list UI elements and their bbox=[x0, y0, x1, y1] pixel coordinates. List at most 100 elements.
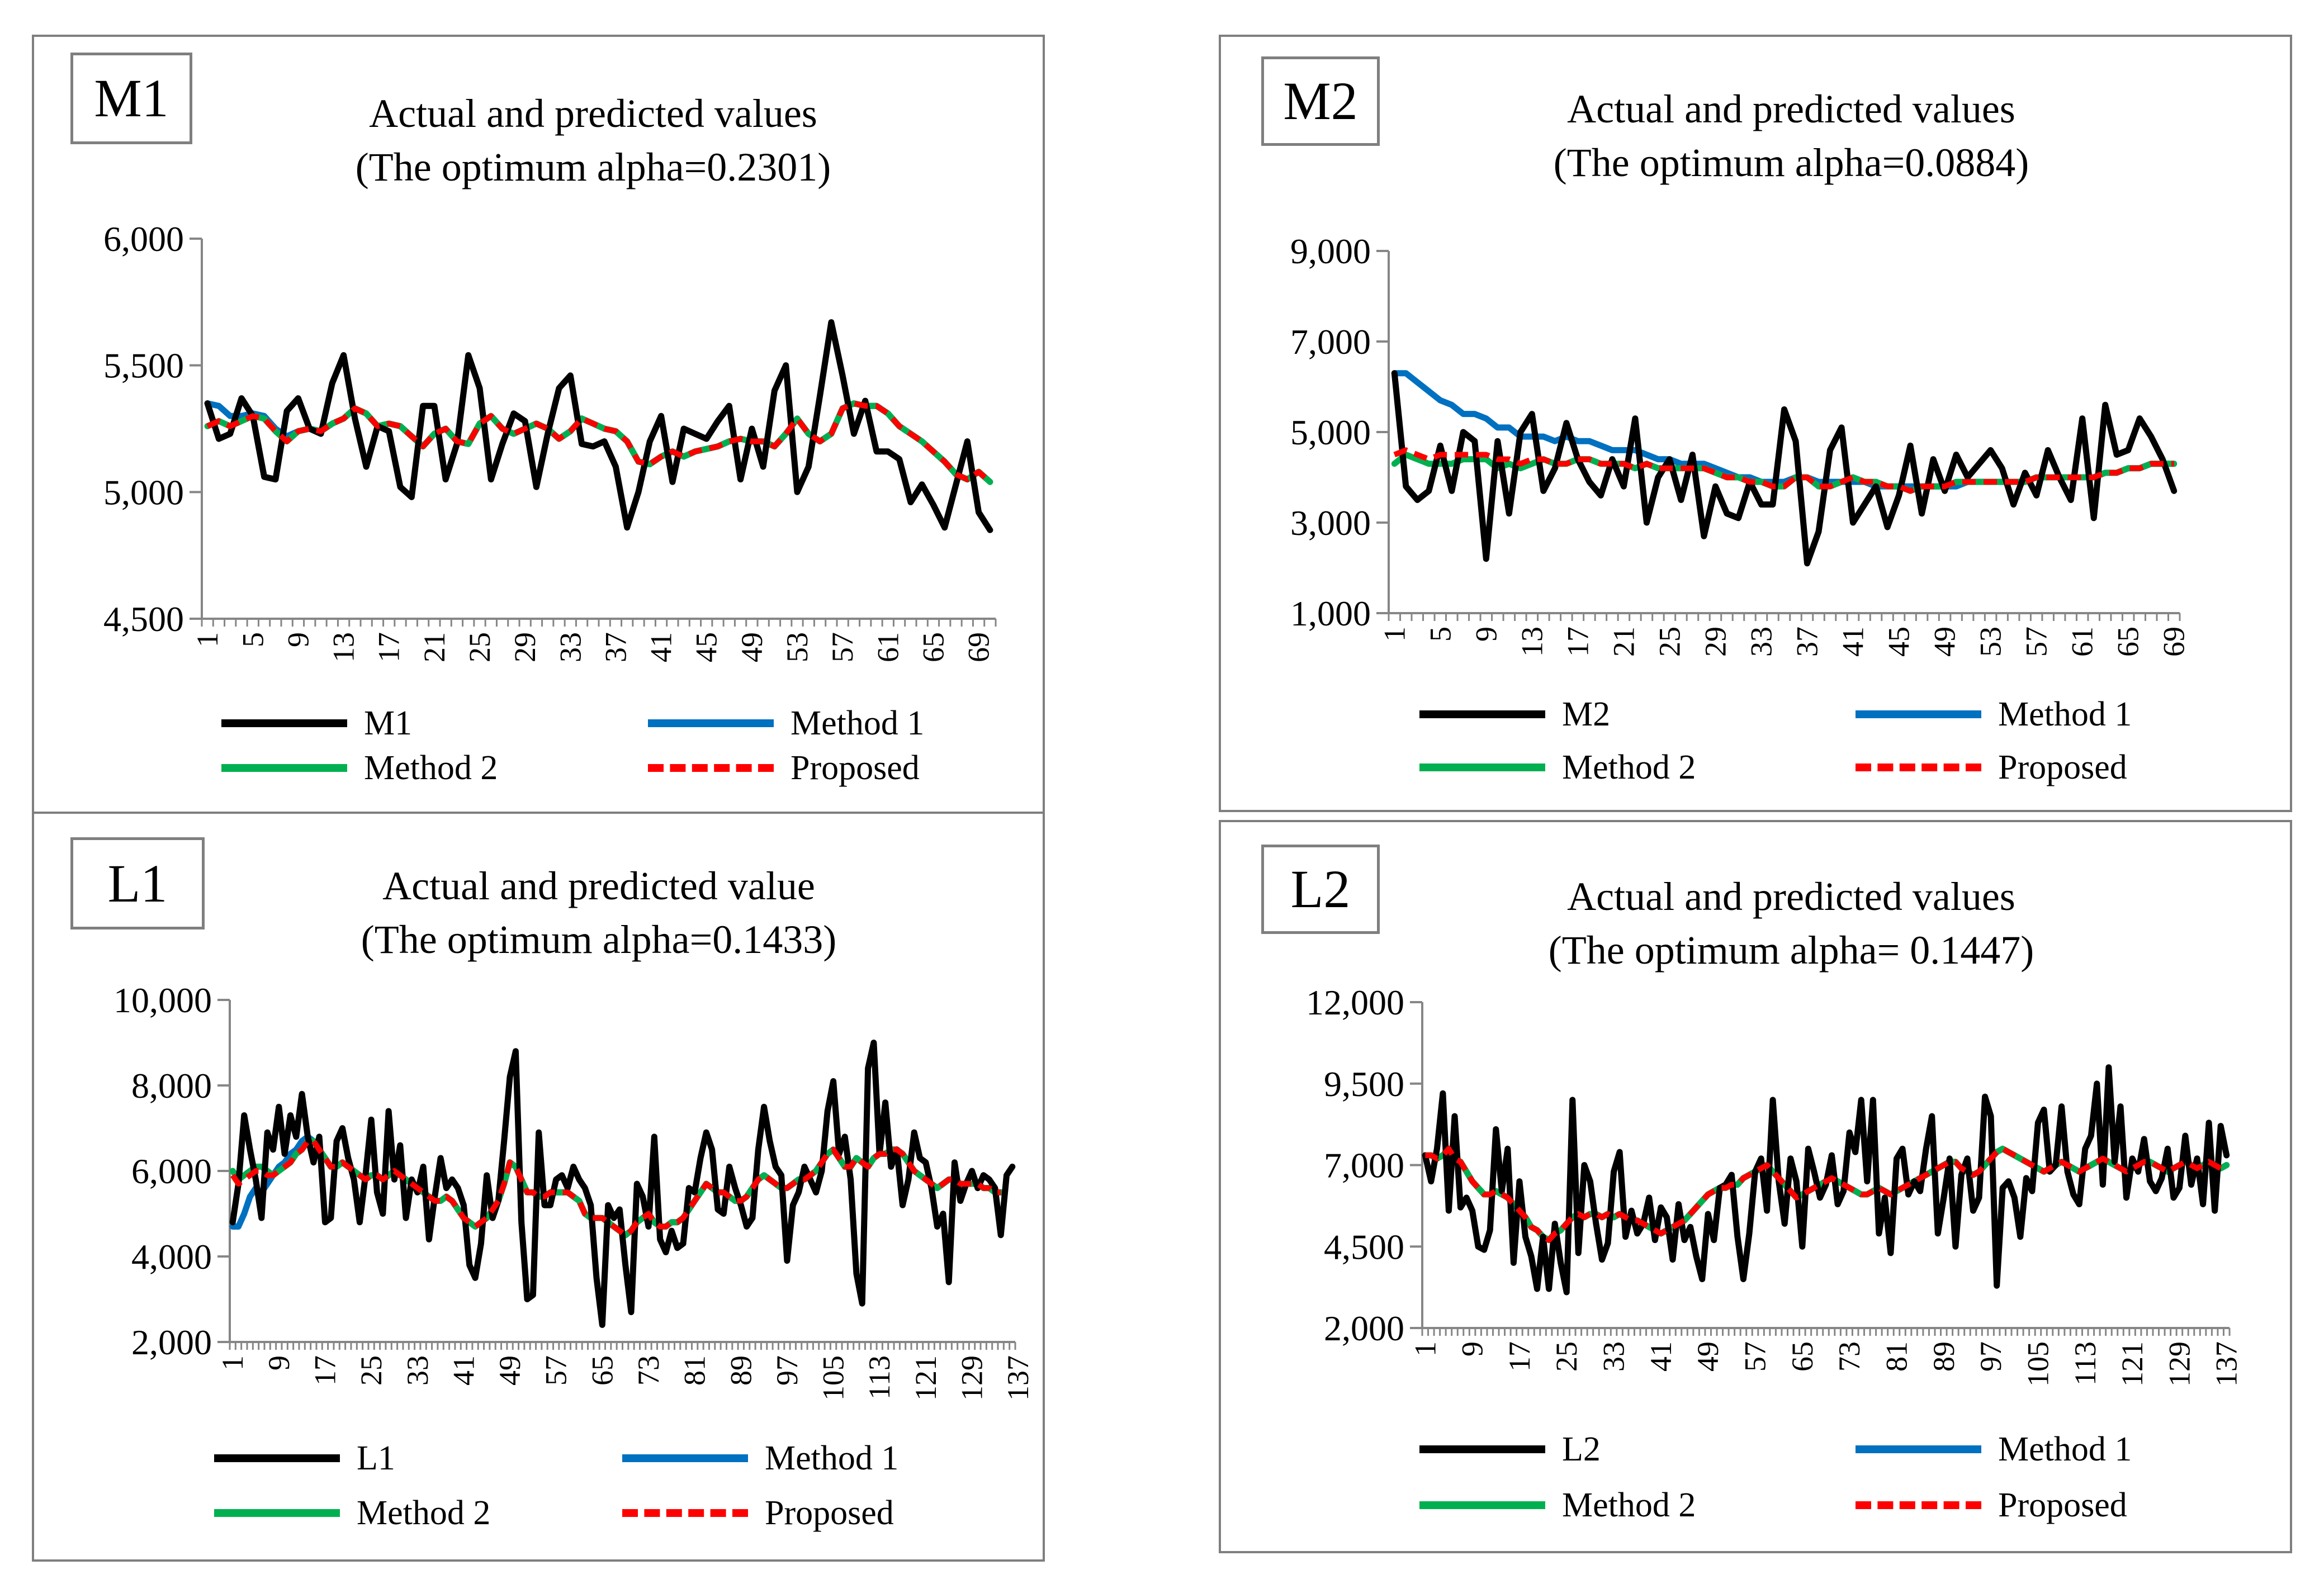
series-line-proposed bbox=[230, 1138, 1001, 1238]
x-tick-label: 17 bbox=[372, 632, 406, 662]
chart-panel-m1: M1 Actual and predicted values (The opti… bbox=[32, 35, 1045, 817]
chart-title: Actual and predicted value (The optimum … bbox=[247, 860, 951, 967]
x-tick-label: 41 bbox=[1837, 627, 1870, 657]
x-tick-label: 53 bbox=[1974, 627, 2008, 657]
y-tick-label: 3,000 bbox=[1290, 503, 1371, 543]
x-tick-label: 37 bbox=[599, 632, 632, 662]
y-tick-label: 5,500 bbox=[103, 346, 184, 386]
legend-label-method1: Method 1 bbox=[1998, 695, 2132, 733]
legend-label-method2: Method 2 bbox=[357, 1493, 491, 1532]
y-tick-label: 4,500 bbox=[103, 599, 184, 639]
chart-title-line2: (The optimum alpha= 0.1447) bbox=[1548, 927, 2034, 973]
panel-tag-m1: M1 bbox=[70, 53, 192, 144]
x-tick-label: 105 bbox=[2021, 1341, 2055, 1387]
series-line-proposed bbox=[1425, 1146, 2228, 1243]
legend-method2: Method 2 bbox=[1419, 748, 1696, 787]
y-tick-label: 6,000 bbox=[103, 219, 184, 259]
x-tick-label: 57 bbox=[826, 632, 859, 662]
x-tick-label: 53 bbox=[780, 632, 814, 662]
legend-actual: M2 bbox=[1419, 695, 1610, 734]
x-tick-label: 5 bbox=[236, 632, 269, 647]
x-tick-label: 1 bbox=[191, 632, 224, 647]
x-tick-label: 13 bbox=[327, 632, 361, 662]
x-tick-label: 57 bbox=[539, 1355, 573, 1386]
legend-swatch-actual bbox=[1419, 710, 1545, 718]
x-tick-label: 65 bbox=[1786, 1341, 1819, 1372]
x-tick-label: 137 bbox=[1001, 1355, 1035, 1401]
x-tick-label: 21 bbox=[418, 632, 451, 662]
chart-panel-l2: L2 Actual and predicted values (The opti… bbox=[1219, 820, 2292, 1553]
x-tick-label: 137 bbox=[2210, 1341, 2243, 1387]
legend-swatch-actual bbox=[214, 1454, 340, 1462]
y-tick-label: 8,000 bbox=[131, 1066, 212, 1106]
chart-svg-l1: 10,000 8,000 6,000 4,000 2,000 1 9 17 25 33 41 49 57… bbox=[113, 980, 1035, 1401]
legend-swatch-method1 bbox=[648, 719, 774, 727]
x-tick-label: 1 bbox=[1408, 1341, 1442, 1357]
x-tick-label: 29 bbox=[1698, 627, 1732, 657]
legend-label-method2: Method 2 bbox=[1562, 748, 1696, 786]
legend-swatch-actual bbox=[1419, 1445, 1545, 1453]
legend-label-actual: M2 bbox=[1562, 695, 1611, 733]
x-tick-label: 9 bbox=[1456, 1341, 1489, 1357]
x-tick-label: 61 bbox=[2066, 627, 2099, 657]
x-tick-label: 21 bbox=[1607, 627, 1640, 657]
x-tick-label: 25 bbox=[354, 1355, 388, 1386]
legend-swatch-proposed bbox=[1856, 1501, 1981, 1509]
chart-title-line1: Actual and predicted values bbox=[1567, 874, 2015, 919]
legend-method1: Method 1 bbox=[1856, 695, 2132, 734]
legend-method1: Method 1 bbox=[1856, 1430, 2132, 1469]
x-tick-label: 73 bbox=[1833, 1341, 1866, 1372]
legend-label-actual: M1 bbox=[364, 704, 413, 742]
chart-title-line1: Actual and predicted value bbox=[382, 864, 815, 908]
x-tick-label: 33 bbox=[1597, 1341, 1631, 1372]
x-tick-label: 57 bbox=[2020, 627, 2053, 657]
legend-swatch-method2 bbox=[1419, 1501, 1545, 1509]
y-tick-label: 4,000 bbox=[131, 1237, 212, 1277]
legend-proposed: Proposed bbox=[1856, 1486, 2127, 1525]
legend-actual: L1 bbox=[214, 1439, 395, 1478]
chart-title-line1: Actual and predicted values bbox=[1567, 87, 2015, 131]
chart-title-line2: (The optimum alpha=0.2301) bbox=[355, 144, 831, 189]
chart-svg-m2: 9,000 7,000 5,000 3,000 1,000 1 5 9 13 17 21 25 29 33… bbox=[1290, 231, 2191, 657]
x-tick-label: 49 bbox=[1928, 627, 1962, 657]
x-tick-label: 17 bbox=[308, 1355, 342, 1386]
y-tick-label: 1,000 bbox=[1290, 594, 1371, 633]
chart-svg-m1: 6,000 5,500 5,000 4,500 1 5 9 13 17 21 25 29 33 37 41 4… bbox=[103, 219, 997, 662]
x-tick-label: 129 bbox=[2162, 1341, 2196, 1387]
x-tick-label: 129 bbox=[955, 1355, 989, 1401]
legend-method2: Method 2 bbox=[221, 748, 498, 788]
chart-title-line2: (The optimum alpha=0.1433) bbox=[361, 917, 837, 962]
x-tick-label: 41 bbox=[447, 1355, 480, 1386]
x-tick-label: 61 bbox=[871, 632, 905, 662]
x-tick-label: 17 bbox=[1561, 627, 1594, 657]
legend-proposed: Proposed bbox=[1856, 748, 2127, 787]
x-tick-label: 25 bbox=[463, 632, 496, 662]
x-tick-label: 97 bbox=[770, 1355, 804, 1386]
x-tick-label: 9 bbox=[1469, 627, 1503, 642]
x-tick-label: 25 bbox=[1550, 1341, 1583, 1372]
x-tick-label: 13 bbox=[1515, 627, 1549, 657]
legend-swatch-method2 bbox=[221, 764, 347, 772]
x-tick-label: 121 bbox=[909, 1355, 943, 1401]
x-tick-label: 89 bbox=[1927, 1341, 1961, 1372]
legend-label-proposed: Proposed bbox=[791, 748, 920, 787]
y-tick-label: 10,000 bbox=[113, 980, 212, 1020]
x-tick-label: 45 bbox=[690, 632, 723, 662]
y-tick-label: 5,000 bbox=[1290, 412, 1371, 452]
x-tick-label: 9 bbox=[281, 632, 315, 647]
y-tick-label: 7,000 bbox=[1290, 322, 1371, 362]
x-tick-label: 33 bbox=[401, 1355, 434, 1386]
legend-actual: L2 bbox=[1419, 1430, 1601, 1469]
series-line-actual-l1 bbox=[229, 1040, 1016, 1328]
x-tick-label: 29 bbox=[508, 632, 542, 662]
x-tick-label: 5 bbox=[1423, 627, 1457, 642]
legend-label-method2: Method 2 bbox=[364, 748, 498, 787]
x-tick-label: 105 bbox=[817, 1355, 850, 1401]
y-tick-label: 2,000 bbox=[1324, 1308, 1404, 1348]
x-tick-label: 113 bbox=[863, 1355, 896, 1400]
legend-method1: Method 1 bbox=[648, 704, 924, 743]
x-tick-label: 113 bbox=[2069, 1341, 2102, 1386]
y-tick-label: 12,000 bbox=[1306, 983, 1404, 1022]
legend-swatch-proposed bbox=[622, 1509, 748, 1517]
x-tick-label: 73 bbox=[632, 1355, 665, 1386]
